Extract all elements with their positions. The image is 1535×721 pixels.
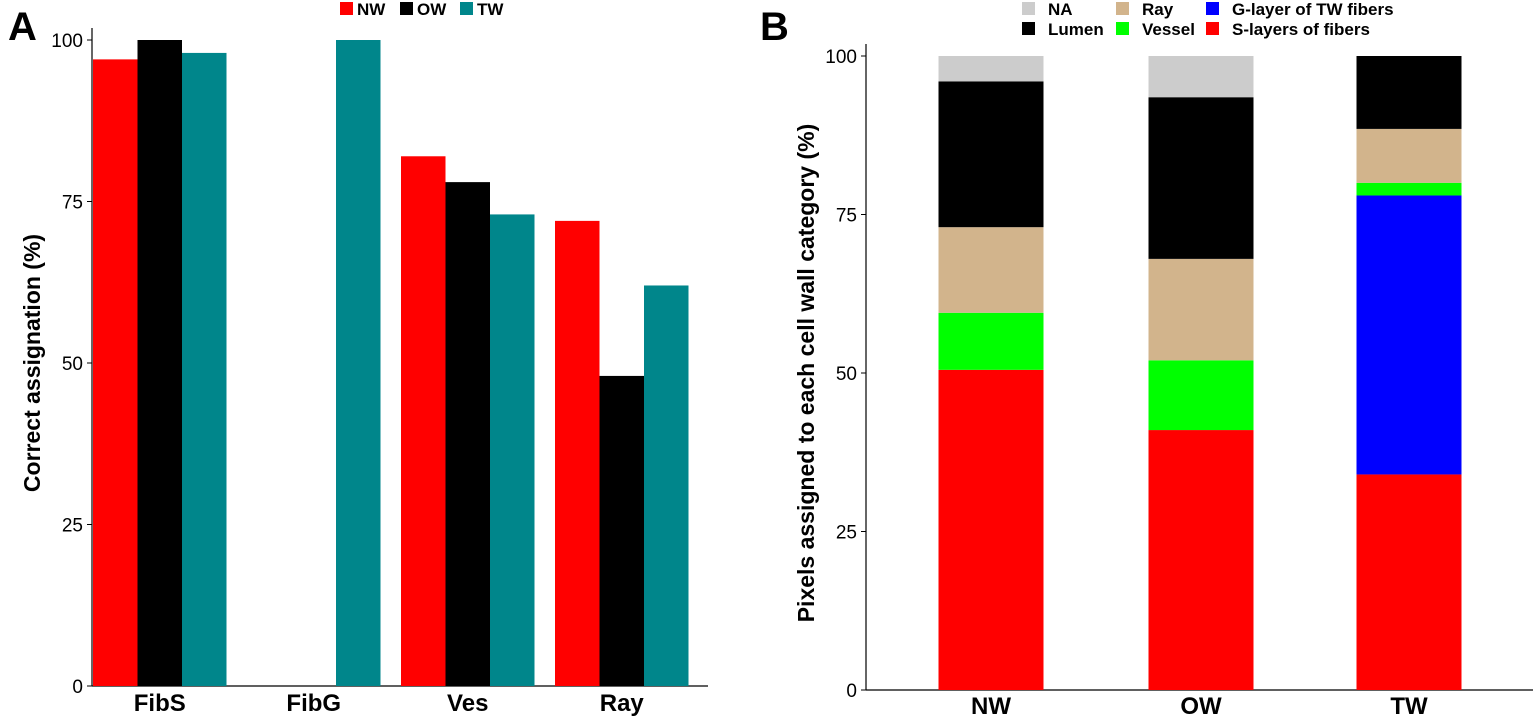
panel-a-bar-ray-tw — [644, 285, 689, 686]
panel-b-segment-nw-na — [938, 56, 1044, 82]
panel-b-segment-nw-s-layers-of-fibers — [938, 369, 1044, 690]
panel-b-legend-swatch-g-layer-of-tw-fibers — [1206, 2, 1219, 15]
panel-a-x-tick-label-ves: Ves — [447, 690, 488, 716]
panel-b-segment-tw-lumen — [1356, 56, 1462, 129]
panel-b-legend-label-na: NA — [1048, 0, 1073, 19]
panel-b-legend-label-s-layers-of-fibers: S-layers of fibers — [1232, 20, 1370, 39]
panel-a-y-tick-label-100: 100 — [51, 31, 83, 52]
panel-b-y-tick-label-25: 25 — [836, 523, 857, 544]
panel-b-segment-ow-lumen — [1148, 97, 1254, 259]
panel-b-legend-label-vessel: Vessel — [1142, 20, 1195, 39]
panel-b-legend-swatch-s-layers-of-fibers — [1206, 22, 1219, 35]
panel-b-legend-label-g-layer-of-tw-fibers: G-layer of TW fibers — [1232, 0, 1394, 19]
panel-a-bar-fibg-tw — [336, 40, 381, 686]
panel-b-segment-nw-lumen — [938, 81, 1044, 228]
panel-a-legend-swatch-ow — [400, 2, 413, 15]
panel-b-legend-swatch-vessel — [1116, 22, 1129, 35]
panel-b-segment-nw-vessel — [938, 312, 1044, 370]
panel-b-segment-ow-vessel — [1148, 360, 1254, 431]
panel-b-y-tick-label-50: 50 — [836, 364, 857, 385]
panel-a-y-tick-label-50: 50 — [62, 354, 83, 375]
panel-a-bar-fibs-tw — [182, 52, 227, 687]
panel-a-x-tick-label-fibg: FibG — [286, 690, 341, 716]
panel-b-y-tick-label-0: 0 — [846, 681, 857, 702]
panel-a-bar-ves-nw — [401, 156, 446, 686]
panel-b-segment-tw-vessel — [1356, 182, 1462, 196]
panel-b-segment-ow-ray — [1148, 258, 1254, 361]
panel-a-legend-label-ow: OW — [417, 0, 447, 19]
panel-a-y-tick-label-0: 0 — [72, 677, 83, 698]
panel-a-bar-ray-nw — [555, 220, 600, 686]
panel-b-x-tick-label-ow: OW — [1180, 693, 1222, 716]
panel-b-stacked-bar-chart: 0 25 50 75 100 Pixels assigned to each cell w… — [793, 0, 1533, 720]
panel-b-segment-ow-s-layers-of-fibers — [1148, 430, 1254, 690]
panel-b-y-tick-label-75: 75 — [836, 206, 857, 227]
panel-b-legend-swatch-ray — [1116, 2, 1129, 15]
panel-b-y-tick-label-100: 100 — [825, 47, 857, 68]
panel-a-y-tick-label-75: 75 — [62, 193, 83, 214]
panel-b-legend-label-ray: Ray — [1142, 0, 1174, 19]
panel-b-x-tick-label-nw: NW — [971, 693, 1011, 716]
panel-a-legend-swatch-nw — [340, 2, 353, 15]
panel-b-segment-tw-g-layer-of-tw-fibers — [1356, 195, 1462, 475]
panel-b-segment-ow-na — [1148, 56, 1254, 98]
panel-a-bar-ray-ow — [599, 375, 644, 686]
panel-b-legend-swatch-na — [1022, 2, 1035, 15]
panel-a-bar-ves-tw — [490, 214, 535, 687]
panel-a-x-tick-label-fibs: FibS — [134, 690, 186, 716]
panel-b-legend-label-lumen: Lumen — [1048, 20, 1104, 39]
panel-a-bar-ves-ow — [445, 182, 490, 686]
panel-a-legend-label-tw: TW — [477, 0, 504, 19]
panel-a-bar-fibs-nw — [93, 59, 138, 686]
panel-b-segment-tw-ray — [1356, 128, 1462, 183]
panel-a-y-axis-label: Correct assignation (%) — [19, 234, 45, 492]
panel-b-segment-tw-s-layers-of-fibers — [1356, 474, 1462, 690]
panel-a-bar-fibs-ow — [137, 40, 182, 686]
panel-a-y-tick-label-25: 25 — [62, 516, 83, 537]
panel-b-legend-swatch-lumen — [1022, 22, 1035, 35]
panel-b-letter: B — [760, 5, 789, 49]
panel-a-bar-chart: 0 25 50 75 100 Correct assignation (%) FibS Fib… — [19, 0, 708, 717]
panel-a-x-tick-label-ray: Ray — [600, 690, 645, 716]
panel-a-legend-swatch-tw — [460, 2, 473, 15]
panel-a-legend-label-nw: NW — [357, 0, 386, 19]
panel-a-letter: A — [8, 5, 37, 49]
panel-b-segment-nw-ray — [938, 227, 1044, 313]
panel-b-y-axis-label: Pixels assigned to each cell wall catego… — [793, 124, 819, 623]
panel-b-x-tick-label-tw: TW — [1390, 693, 1428, 716]
